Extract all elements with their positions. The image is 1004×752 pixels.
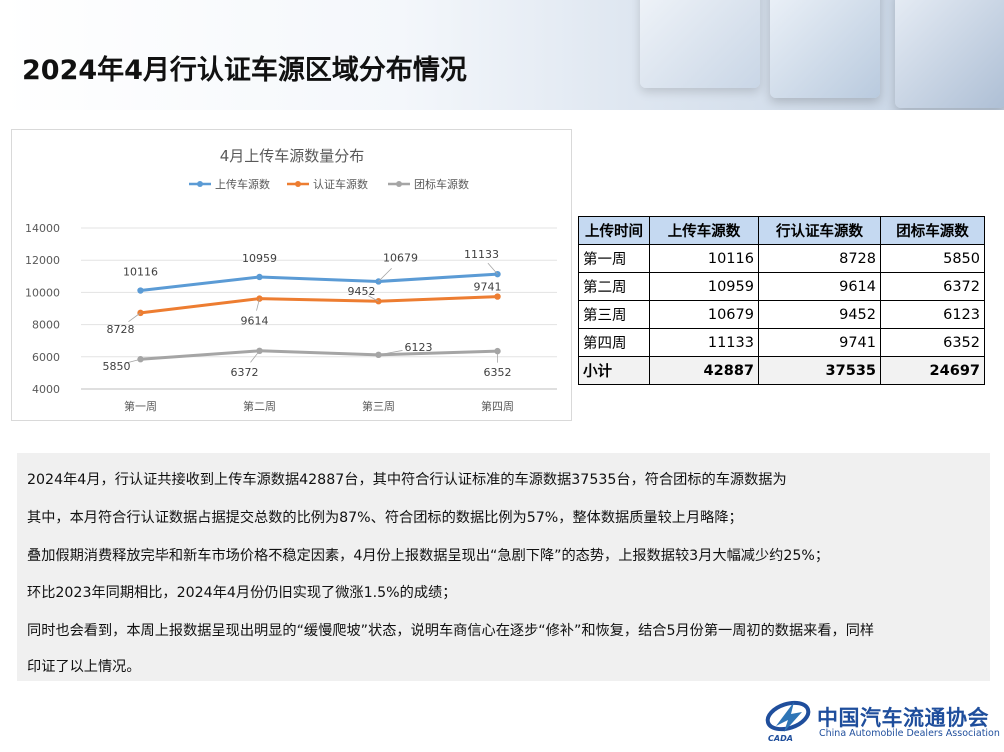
table-cell: 9741 — [758, 328, 881, 357]
table-cell: 37535 — [758, 356, 881, 385]
table-header-row: 上传时间 上传车源数 行认证车源数 团标车源数 — [578, 216, 985, 245]
series-line — [140, 272, 498, 293]
table-cell: 6352 — [880, 328, 985, 357]
table-header: 上传时间 — [578, 216, 650, 245]
label-leader-line — [368, 295, 379, 302]
table-cell: 6372 — [880, 272, 985, 301]
data-label: 6352 — [484, 366, 512, 379]
summary-line: 同时也会看到，本周上报数据呈现出明显的“缓慢爬坡”状态，说明车商信心在逐步“修补… — [27, 623, 875, 639]
label-leader-line — [250, 350, 260, 363]
cada-logo: CADA 中国汽车流通协会 China Automobile Dealers A… — [762, 696, 1000, 746]
table-cell: 42887 — [649, 356, 759, 385]
summary-line: 环比2023年同期相比，2024年4月份仍旧实现了微涨1.5%的成绩； — [27, 585, 457, 601]
chart-canvas: 4月上传车源数量分布 上传车源数 认证车源数 团标车源数 4000 6000 8000 1… — [25, 147, 557, 413]
line-chart: 4月上传车源数量分布 上传车源数 认证车源数 团标车源数 4000 6000 8000 1… — [11, 129, 572, 421]
table-cell: 第四周 — [578, 328, 650, 357]
page-title: 2024年4月行认证车源区域分布情况 — [22, 55, 467, 86]
table-row: 第一周 10116 8728 5850 — [578, 244, 985, 273]
data-label: 9741 — [474, 281, 502, 294]
table-cell: 第三周 — [578, 300, 650, 329]
y-tick-label: 8000 — [32, 319, 60, 332]
label-leader-line — [378, 267, 392, 282]
y-tick-label: 6000 — [32, 351, 60, 364]
table-cell: 6123 — [880, 300, 985, 329]
y-tick-label: 10000 — [25, 286, 60, 299]
x-tick-label: 第三周 — [362, 399, 395, 413]
label-leader-line — [378, 350, 403, 356]
cada-emblem-icon — [765, 700, 811, 732]
data-label: 9452 — [348, 285, 376, 298]
table-total-row: 小计 42887 37535 24697 — [578, 356, 985, 385]
table-cell: 9614 — [758, 272, 881, 301]
y-tick-label: 4000 — [32, 383, 60, 396]
table-cell: 第一周 — [578, 244, 650, 273]
legend-entry: 上传车源数 — [215, 177, 270, 191]
x-tick-label: 第一周 — [124, 399, 157, 413]
header-banner: 2024年4月行认证车源区域分布情况 — [0, 0, 1004, 110]
data-point — [137, 287, 144, 294]
legend-swatch-marker — [295, 181, 301, 187]
table-header: 行认证车源数 — [758, 216, 881, 245]
table-cell: 8728 — [758, 244, 881, 273]
data-label: 6123 — [405, 341, 433, 354]
chart-legend: 上传车源数 认证车源数 团标车源数 — [189, 177, 469, 191]
label-leader-line — [256, 298, 260, 311]
table-header: 上传车源数 — [649, 216, 759, 245]
summary-line: 2024年4月，行认证共接收到上传车源数据42887台，其中符合行认证标准的车源… — [27, 472, 787, 488]
data-point — [494, 293, 501, 300]
table-cell: 小计 — [578, 356, 650, 385]
summary-line: 叠加假期消费释放完毕和新车市场价格不稳定因素，4月份上报数据呈现出“急剧下降”的… — [27, 548, 830, 564]
table-cell: 11133 — [649, 328, 759, 357]
logo-abbreviation: CADA — [768, 734, 793, 743]
logo-name-en: China Automobile Dealers Association — [819, 728, 1000, 739]
table-row: 第二周 10959 9614 6372 — [578, 272, 985, 301]
chart-x-axis: 第一周 第二周 第三周 第四周 — [124, 399, 514, 413]
data-label: 11133 — [464, 248, 499, 261]
table-cell: 10679 — [649, 300, 759, 329]
data-point — [256, 273, 263, 281]
table-cell: 9452 — [758, 300, 881, 329]
series-line — [140, 295, 498, 315]
chart-series — [137, 270, 501, 363]
data-label: 9614 — [241, 315, 269, 328]
table-cell: 第二周 — [578, 272, 650, 301]
y-tick-label: 14000 — [25, 222, 60, 235]
table-cell: 24697 — [880, 356, 985, 385]
table-row: 第三周 10679 9452 6123 — [578, 300, 985, 329]
chart-title: 4月上传车源数量分布 — [220, 147, 365, 165]
summary-line: 其中，本月符合行认证数据占据提交总数的比例为87%、符合团标的数据比例为57%，… — [27, 510, 743, 526]
table-cell: 5850 — [880, 244, 985, 273]
data-label: 10679 — [383, 251, 418, 264]
series-line — [140, 349, 498, 361]
logo-name-cn: 中国汽车流通协会 — [817, 706, 989, 730]
x-tick-label: 第二周 — [243, 399, 276, 413]
data-label: 6372 — [231, 366, 259, 379]
legend-swatch-marker — [197, 181, 203, 187]
summary-line: 印证了以上情况。 — [27, 659, 141, 675]
data-label: 10959 — [242, 252, 277, 265]
y-tick-label: 12000 — [25, 254, 60, 267]
x-tick-label: 第四周 — [481, 399, 514, 413]
table-cell: 10116 — [649, 244, 759, 273]
chart-data-labels: 10116 10959 10679 11133 8728 9614 9452 9741 5850… — [103, 248, 512, 379]
legend-entry: 认证车源数 — [313, 177, 368, 191]
summary-panel: 2024年4月，行认证共接收到上传车源数据42887台，其中符合行认证标准的车源… — [17, 453, 990, 681]
data-label: 10116 — [123, 266, 158, 279]
legend-entry: 团标车源数 — [414, 177, 469, 191]
header-decoration-image — [620, 0, 1004, 110]
label-leader-line — [487, 262, 498, 275]
table-cell: 10959 — [649, 272, 759, 301]
label-leader-line — [128, 312, 141, 323]
legend-swatch-marker — [396, 181, 402, 187]
data-label: 5850 — [103, 360, 131, 373]
table-header: 团标车源数 — [880, 216, 985, 245]
label-leader-line — [125, 358, 141, 364]
table-row: 第四周 11133 9741 6352 — [578, 328, 985, 357]
data-label: 8728 — [107, 323, 135, 336]
data-table: 上传时间 上传车源数 行认证车源数 团标车源数 第一周 10116 8728 5… — [578, 216, 985, 385]
chart-y-axis: 4000 6000 8000 10000 12000 14000 — [25, 222, 60, 396]
